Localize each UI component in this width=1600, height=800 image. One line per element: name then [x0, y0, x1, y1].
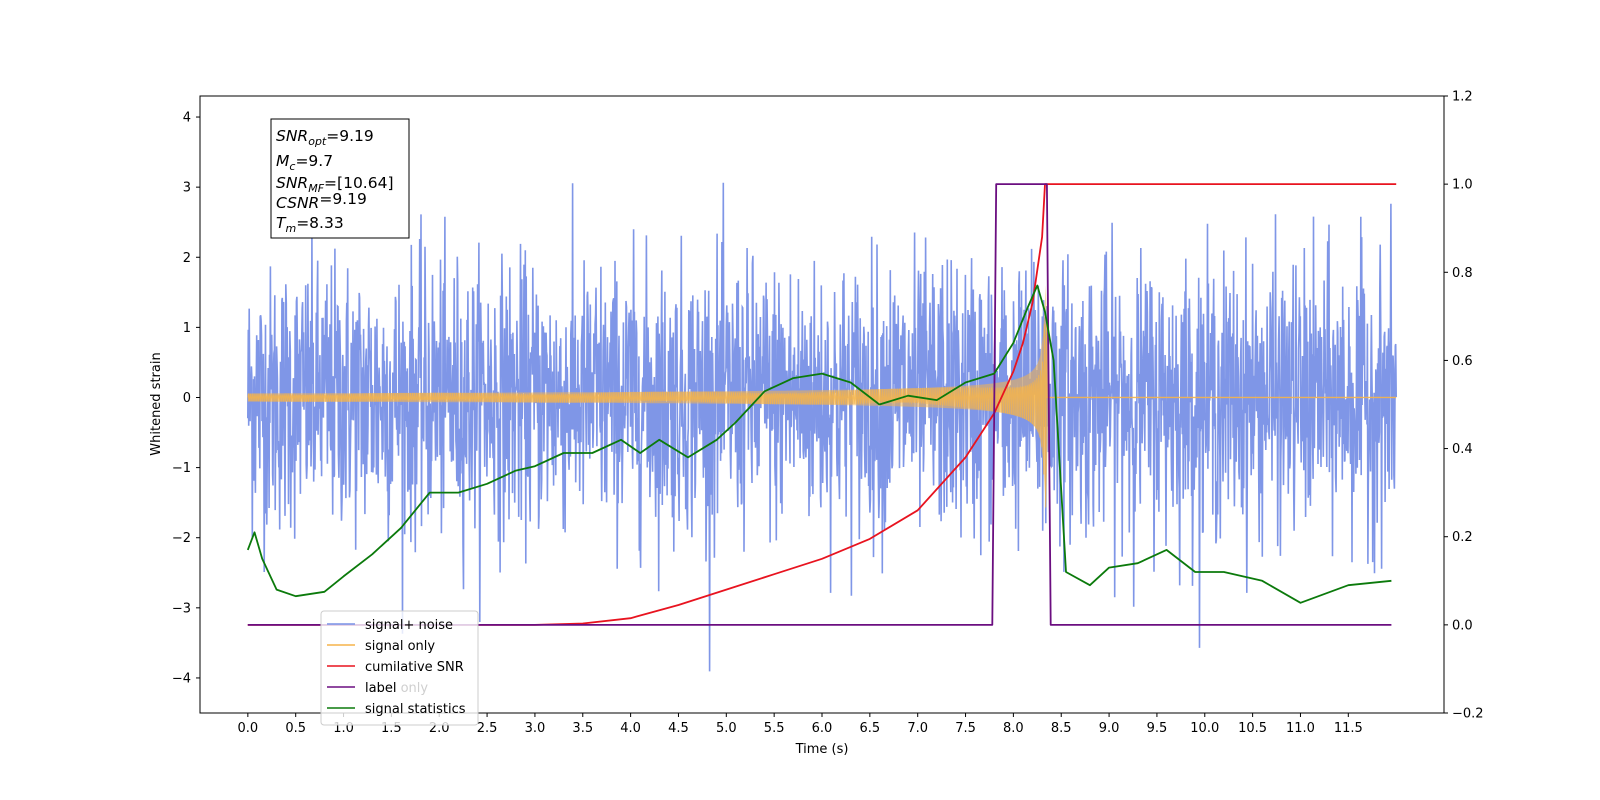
- x-tick-label: 8.5: [1051, 721, 1072, 736]
- annotation-line-2: Mc=9.7: [276, 152, 333, 173]
- x-tick-label: 0.5: [285, 721, 306, 736]
- x-tick-label: 10.0: [1190, 721, 1219, 736]
- series-signal-only: [247, 322, 1397, 508]
- x-tick-label: 4.5: [668, 721, 689, 736]
- y-tick-label-right: 0.8: [1452, 266, 1473, 281]
- x-tick-label: 11.5: [1334, 721, 1363, 736]
- legend-label-signal-only: signal only: [365, 639, 435, 654]
- x-tick-label: 6.0: [812, 721, 833, 736]
- y-tick-label-left: 2: [183, 251, 191, 266]
- y-tick-label-right: 1.0: [1452, 178, 1473, 193]
- x-tick-label: 9.0: [1099, 721, 1120, 736]
- y-tick-label-left: −2: [172, 531, 191, 546]
- y-tick-label-right: −0.2: [1452, 707, 1484, 722]
- y-tick-label-left: 4: [183, 111, 191, 126]
- x-tick-label: 11.0: [1286, 721, 1315, 736]
- annotation-line-3: SNRMF=[10.64]: [276, 174, 394, 195]
- y-axis-label-left: Whitened strain: [149, 352, 164, 455]
- legend-box: [320, 610, 479, 726]
- annotation-line-1: SNRopt=9.19: [276, 127, 374, 148]
- x-tick-label: 3.0: [525, 721, 546, 736]
- x-tick-label: 3.5: [572, 721, 593, 736]
- x-tick-label: 4.0: [620, 721, 641, 736]
- y-tick-label-left: −3: [172, 601, 191, 616]
- plot-series: [246, 182, 1397, 672]
- axes: 0.0 0.5 1.0 1.5 2.0 2.5 3.0 3.5 4.0 4.5 5.0 5.5 6.0 6…: [172, 90, 1484, 737]
- x-tick-label: 5.5: [764, 721, 785, 736]
- y-tick-label-left: 0: [183, 391, 191, 406]
- x-tick-label: 10.5: [1238, 721, 1267, 736]
- x-tick-label: 2.5: [477, 721, 498, 736]
- legend-label-signal-statistics: signal statistics: [365, 702, 466, 717]
- y-tick-label-left: −1: [172, 461, 191, 476]
- y-tick-label-right: 0.2: [1452, 530, 1473, 545]
- x-axis-label: Time (s): [795, 742, 849, 757]
- legend-label-label-only: label only: [365, 681, 428, 696]
- series-signal-noise: [247, 182, 1397, 672]
- y-tick-label-right: 1.2: [1452, 90, 1473, 105]
- y-tick-label-right: 0.0: [1452, 618, 1473, 633]
- annotation-line-5: Tm=8.33: [276, 214, 344, 235]
- annotation-box: SNRopt=9.19 Mc=9.7 SNRMF=[10.64] CSNR=9.…: [270, 118, 410, 239]
- legend: signal+ noise signal only cumilative SNR…: [320, 610, 479, 726]
- y-tick-label-left: 1: [183, 321, 191, 336]
- x-tick-label: 0.0: [238, 721, 259, 736]
- x-tick-label: 6.5: [860, 721, 881, 736]
- legend-label-label: label: [365, 681, 396, 696]
- legend-label-cumulative-snr: cumilative SNR: [365, 660, 464, 675]
- series-label: [247, 183, 1392, 626]
- x-tick-label: 7.5: [955, 721, 976, 736]
- y-tick-label-left: 3: [183, 181, 191, 196]
- series-signal-statistics: [246, 284, 1392, 604]
- annotation-line-4: CSNR=9.19: [276, 190, 367, 212]
- x-tick-label: 5.0: [716, 721, 737, 736]
- y-tick-label-left: −4: [172, 671, 191, 686]
- x-tick-label: 8.0: [1003, 721, 1024, 736]
- y-tick-label-right: 0.6: [1452, 354, 1473, 369]
- y-tick-label-right: 0.4: [1452, 442, 1473, 457]
- x-tick-label: 9.5: [1147, 721, 1168, 736]
- x-tick-label: 7.0: [907, 721, 928, 736]
- legend-label-signal-noise: signal+ noise: [365, 618, 453, 633]
- series-cumilative-snr: [247, 183, 1397, 626]
